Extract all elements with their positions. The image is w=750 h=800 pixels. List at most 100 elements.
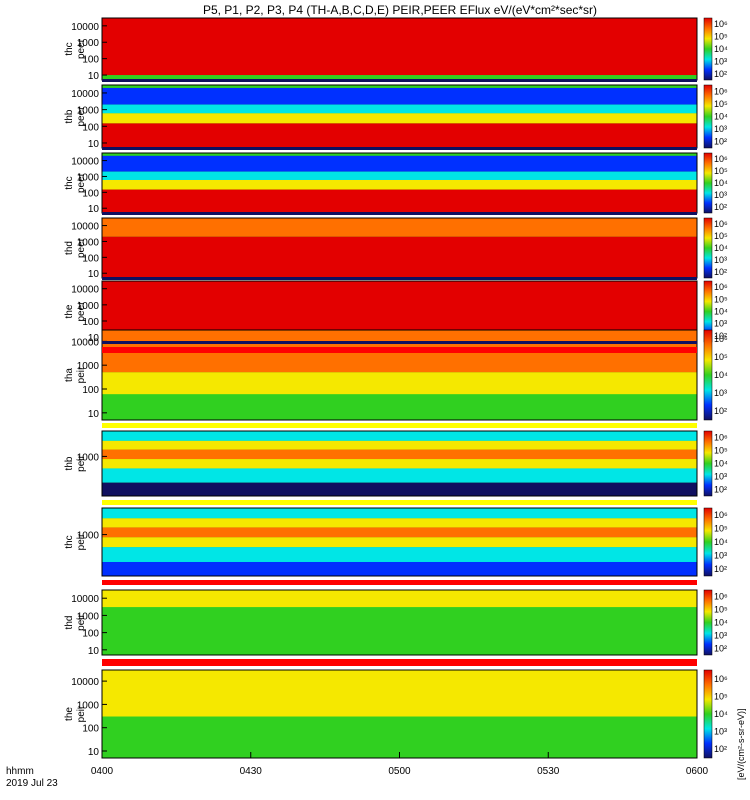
colorbar <box>703 507 713 577</box>
quality-flag-strip <box>102 423 697 428</box>
colorbar-unit-label: [eV/(cm²-s-sr-eV)] <box>736 709 746 781</box>
quality-flag-strip <box>102 212 697 215</box>
spectrogram-band <box>102 218 697 237</box>
quality-flag-strip <box>102 277 697 280</box>
spectrogram-band <box>102 527 697 538</box>
y-tick-label: 100 <box>82 317 99 328</box>
panel-probe-label: thc <box>64 42 75 55</box>
panel-species-label: peir <box>76 705 87 722</box>
spectrogram-band <box>102 716 697 758</box>
colorbar-tick-label: 10² <box>714 485 727 495</box>
colorbar-tick-label: 10³ <box>714 551 727 561</box>
colorbar-tick-label: 10² <box>714 331 727 341</box>
panel-probe-label: thd <box>64 241 75 255</box>
y-tick-label: 1000 <box>77 452 100 463</box>
colorbar-tick-label: 10³ <box>714 388 727 398</box>
colorbar-tick-label: 10³ <box>714 319 727 329</box>
colorbar-tick-label: 10⁶ <box>714 19 728 29</box>
colorbar <box>703 430 713 497</box>
colorbar-tick-label: 10⁵ <box>714 446 728 456</box>
spectrogram-band <box>102 372 697 395</box>
x-tick-label: 0600 <box>686 766 709 777</box>
y-tick-label: 100 <box>82 724 99 735</box>
y-tick-label: 10 <box>88 204 100 215</box>
colorbar-tick-label: 10⁵ <box>714 231 728 241</box>
colorbar-tick-label: 10⁵ <box>714 32 728 42</box>
colorbar-tick-label: 10³ <box>714 255 727 265</box>
colorbar <box>703 17 713 81</box>
y-tick-label: 1000 <box>77 361 100 372</box>
colorbar-tick-label: 10⁵ <box>714 605 728 615</box>
y-tick-label: 10000 <box>71 22 99 33</box>
y-tick-label: 10 <box>88 71 100 82</box>
panel-probe-label: thb <box>64 456 75 470</box>
colorbar-tick-label: 10² <box>714 69 727 79</box>
y-tick-label: 100 <box>82 253 99 264</box>
colorbar-tick-label: 10² <box>714 267 727 277</box>
quality-flag-strip <box>102 659 697 666</box>
quality-flag-strip <box>102 500 697 505</box>
panel-species-label: peir <box>76 454 87 471</box>
spectrogram-band <box>102 518 697 528</box>
spectrogram-band <box>102 179 697 190</box>
x-tick-label: 0430 <box>240 766 263 777</box>
y-tick-label: 10000 <box>71 285 99 296</box>
colorbar-tick-label: 10⁶ <box>714 510 728 520</box>
colorbar-tick-label: 10⁴ <box>714 537 728 547</box>
colorbar <box>703 669 713 759</box>
panel-thc-peer: 10000 1000 100 10 thc peer 10² 10³ 10⁴ 10⁵ 10⁶ <box>64 152 728 215</box>
y-tick-label: 100 <box>82 188 99 199</box>
y-tick-label: 10000 <box>71 337 99 348</box>
y-tick-label: 1000 <box>77 611 100 622</box>
panel-probe-label: thc <box>64 176 75 189</box>
colorbar <box>703 589 713 656</box>
panel-thc-peer: 10000 1000 100 10 thc peer 10² 10³ 10⁴ 10⁵ 10⁶ <box>64 17 728 82</box>
panel-species-label: peer <box>76 301 87 322</box>
colorbar-tick-label: 10² <box>714 137 727 147</box>
spectrogram-band <box>102 482 697 496</box>
panel-probe-label: the <box>64 707 75 721</box>
y-tick-label: 100 <box>82 122 99 133</box>
colorbar <box>703 217 713 279</box>
x-tick-label: 0530 <box>537 766 560 777</box>
x-tick-label: 0400 <box>91 766 114 777</box>
colorbar-tick-label: 10² <box>714 564 727 574</box>
colorbar-tick-label: 10⁶ <box>714 86 728 96</box>
y-tick-label: 1000 <box>77 38 100 49</box>
colorbar-tick-label: 10² <box>714 202 727 212</box>
y-tick-label: 100 <box>82 385 99 396</box>
y-tick-label: 1000 <box>77 106 100 117</box>
spectrogram-band <box>102 171 697 180</box>
colorbar-tick-label: 10⁶ <box>714 334 728 344</box>
panel-frame <box>101 329 698 421</box>
quality-flag-strip <box>102 580 697 585</box>
x-tick-label: 0500 <box>388 766 411 777</box>
panel-species-label: peir <box>76 366 87 383</box>
colorbar <box>703 329 713 421</box>
colorbar-tick-label: 10⁴ <box>714 618 728 628</box>
colorbar-tick-label: 10⁶ <box>714 674 728 684</box>
spectrogram-band <box>102 440 697 450</box>
y-tick-label: 10000 <box>71 222 99 233</box>
panel-frame <box>101 430 698 497</box>
colorbar-tick-label: 10⁴ <box>714 243 728 253</box>
x-axis: 0400 0430 0500 0530 0600 <box>91 752 709 777</box>
date-label: 2019 Jul 23 <box>6 778 58 789</box>
spectrogram-band <box>102 113 697 124</box>
quality-flag-strip <box>102 79 697 82</box>
spectrogram-band <box>102 590 697 608</box>
colorbar <box>703 84 713 149</box>
y-tick-label: 10 <box>88 646 100 657</box>
colorbar-tick-label: 10⁶ <box>714 282 728 292</box>
panel-species-label: peer <box>76 38 87 59</box>
y-tick-label: 1000 <box>77 237 100 248</box>
spectrogram-band <box>102 561 697 576</box>
colorbar-tick-label: 10⁵ <box>714 294 728 304</box>
colorbar-tick-label: 10² <box>714 644 727 654</box>
colorbar-tick-label: 10² <box>714 406 727 416</box>
spectrogram-band <box>102 537 697 548</box>
spectrogram-band <box>102 508 697 519</box>
panel-species-label: peer <box>76 237 87 258</box>
